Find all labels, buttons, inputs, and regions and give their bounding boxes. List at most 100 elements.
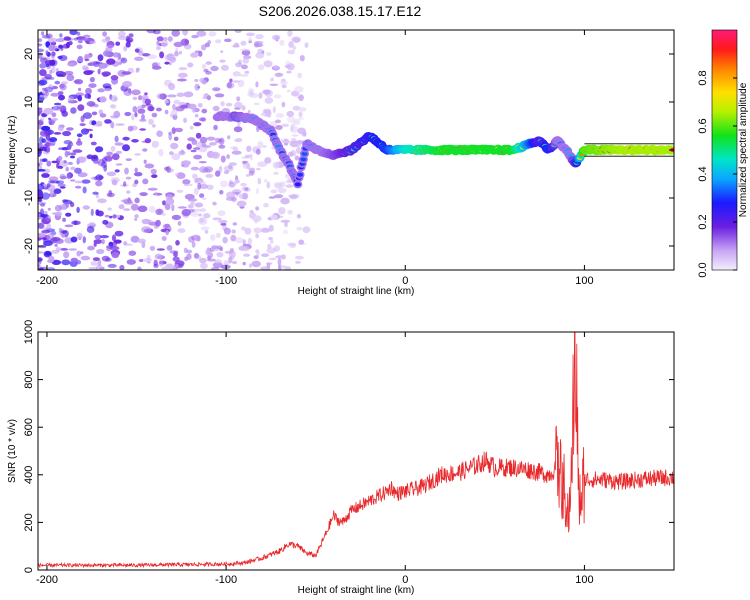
spectrogram-noise-cell: [101, 255, 110, 262]
spectrogram-noise-cell: [195, 142, 202, 148]
spectrogram-x-tick-label: -100: [215, 275, 237, 287]
spectrogram-noise-cell: [76, 232, 83, 240]
spectrogram-noise-cell: [198, 50, 203, 57]
spectrogram-noise-cell: [184, 39, 189, 45]
spectrogram-noise-cell: [46, 160, 52, 167]
spectrogram-noise-cell: [285, 173, 290, 179]
spectrogram-noise-cell: [67, 62, 77, 67]
spectrogram-noise-cell: [118, 30, 126, 38]
spectrogram-noise-cell: [45, 50, 49, 55]
spectrogram-noise-cell: [119, 264, 125, 270]
spectrogram-noise-cell: [205, 173, 214, 178]
spectrogram-noise-cell: [46, 267, 56, 270]
spectrogram-noise-cell: [38, 119, 44, 126]
spectrogram-noise-cell: [170, 142, 179, 150]
spectrogram-noise-cell: [63, 160, 67, 164]
spectrogram-noise-cell: [102, 219, 109, 225]
spectrogram-noise-cell: [190, 166, 200, 171]
spectrogram-noise-cell: [148, 221, 158, 226]
spectrogram-noise-cell: [96, 210, 104, 217]
spectrogram-noise-cell: [245, 174, 251, 177]
spectrogram-noise-cell: [76, 44, 83, 50]
spectrogram-noise-cell: [131, 139, 139, 143]
spectrogram-noise-cell: [170, 109, 178, 117]
colorbar: 0.0 0.2 0.4 0.6 0.8 Normalized spectral ampl…: [697, 29, 749, 278]
spectrogram-noise-cell: [168, 151, 174, 156]
spectrogram-noise-cell: [124, 111, 132, 117]
spectrogram-noise-cell: [67, 173, 71, 180]
spectrogram-noise-cell: [155, 208, 164, 215]
spectrogram-noise-cell: [41, 31, 45, 36]
spectrogram-noise-cell: [94, 176, 98, 181]
spectrogram-noise-cell: [59, 186, 66, 189]
spectrogram-noise-cell: [43, 107, 54, 115]
spectrogram-noise-cell: [125, 37, 134, 43]
spectrogram-noise-cell: [55, 211, 62, 217]
spectrogram-noise-cell: [65, 166, 69, 172]
spectrogram-noise-cell: [67, 151, 71, 156]
spectrogram-noise-cell: [76, 206, 80, 213]
spectrogram-noise-cell: [89, 76, 95, 83]
spectrogram-noise-cell: [298, 107, 307, 112]
spectrogram-noise-cell: [204, 230, 209, 234]
spectrogram-noise-cell: [51, 85, 58, 90]
spectrogram-noise-cell: [88, 266, 99, 270]
spectrogram-noise-cell: [242, 160, 249, 164]
spectrogram-noise-cell: [268, 196, 276, 199]
spectrogram-noise-cell: [253, 227, 262, 234]
spectrogram-noise-cell: [298, 94, 304, 102]
spectrogram-noise-cell: [86, 226, 95, 233]
spectrogram-noise-cell: [280, 219, 291, 223]
spectrogram-noise-cell: [210, 234, 216, 241]
spectrogram-noise-cell: [212, 217, 222, 221]
spectrogram-noise-cell: [144, 138, 152, 144]
spectrogram-noise-cell: [260, 227, 271, 233]
spectrogram-noise-cell: [183, 117, 187, 124]
spectrogram-noise-cell: [266, 262, 271, 269]
spectrogram-noise-cell: [187, 204, 194, 209]
spectrogram-noise-cell: [125, 176, 132, 180]
spectrogram-noise-cell: [197, 182, 202, 190]
spectrogram-noise-cell: [208, 31, 217, 37]
spectrogram-noise-cell: [199, 183, 209, 189]
spectrogram-noise-cell: [291, 134, 299, 137]
snr-y-tick-label: 800: [23, 370, 35, 388]
spectrogram-y-tick-label: -20: [23, 238, 35, 254]
spectrogram-noise-cell: [176, 172, 186, 180]
spectrogram-noise-cell: [139, 192, 148, 197]
spectrogram-noise-cell: [222, 236, 228, 244]
spectrogram-noise-cell: [227, 82, 232, 89]
spectrogram-noise-cell: [278, 207, 286, 215]
spectrogram-noise-cell: [294, 255, 304, 260]
spectrogram-noise-cell: [200, 226, 210, 231]
spectrogram-noise-cell: [53, 188, 62, 194]
spectrogram-noise-cell: [113, 239, 122, 244]
spectrogram-noise-cell: [141, 114, 145, 121]
spectrogram-noise-cell: [91, 120, 97, 126]
spectrogram-noise-cell: [181, 208, 192, 217]
spectrogram-noise-cell: [177, 206, 187, 209]
spectrogram-noise-cell: [161, 266, 169, 270]
spectrogram-noise-cell: [198, 117, 206, 122]
spectrogram-noise-cell: [268, 224, 274, 232]
spectrogram-noise-cell: [156, 93, 165, 100]
spectrogram-noise-cell: [247, 109, 251, 114]
spectrogram-noise-cell: [48, 84, 53, 90]
spectrogram-noise-cell: [77, 104, 85, 111]
spectrogram-noise-cell: [125, 41, 131, 48]
spectrogram-noise-cell: [126, 259, 136, 265]
spectrogram-noise-cell: [236, 96, 241, 102]
spectrogram-noise-cell: [216, 252, 224, 258]
spectrogram-noise-cell: [252, 215, 262, 223]
spectrogram-noise-cell: [281, 84, 287, 89]
spectrogram-noise-cell: [258, 92, 263, 99]
spectrogram-noise-cell: [270, 189, 278, 194]
spectrogram-noise-cell: [171, 153, 181, 161]
spectrogram-noise-cell: [190, 201, 195, 205]
spectrogram-noise-cell: [292, 45, 297, 51]
spectrogram-noise-cell: [177, 221, 182, 226]
spectrogram-noise-cell: [98, 63, 103, 71]
spectrogram-noise-cell: [294, 86, 304, 93]
spectrogram-noise-cell: [284, 221, 288, 228]
